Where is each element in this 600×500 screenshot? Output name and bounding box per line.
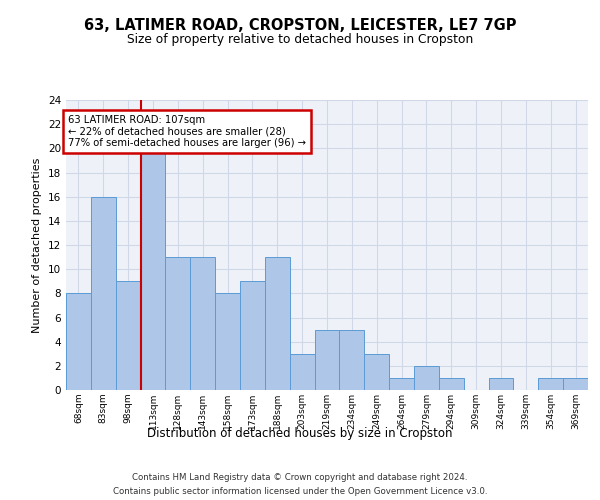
Bar — [166, 257, 190, 390]
Bar — [240, 281, 265, 390]
Text: Contains HM Land Registry data © Crown copyright and database right 2024.: Contains HM Land Registry data © Crown c… — [132, 472, 468, 482]
Bar — [91, 196, 116, 390]
Bar — [215, 294, 240, 390]
Bar — [389, 378, 414, 390]
Bar — [265, 257, 290, 390]
Text: Size of property relative to detached houses in Cropston: Size of property relative to detached ho… — [127, 32, 473, 46]
Bar — [314, 330, 340, 390]
Bar — [290, 354, 314, 390]
Bar — [563, 378, 588, 390]
Text: Distribution of detached houses by size in Cropston: Distribution of detached houses by size … — [147, 428, 453, 440]
Bar — [364, 354, 389, 390]
Bar — [439, 378, 464, 390]
Bar — [538, 378, 563, 390]
Text: 63, LATIMER ROAD, CROPSTON, LEICESTER, LE7 7GP: 63, LATIMER ROAD, CROPSTON, LEICESTER, L… — [84, 18, 516, 32]
Bar — [190, 257, 215, 390]
Bar — [488, 378, 514, 390]
Bar — [414, 366, 439, 390]
Text: Contains public sector information licensed under the Open Government Licence v3: Contains public sector information licen… — [113, 488, 487, 496]
Bar — [66, 294, 91, 390]
Bar — [116, 281, 140, 390]
Bar — [140, 148, 166, 390]
Text: 63 LATIMER ROAD: 107sqm
← 22% of detached houses are smaller (28)
77% of semi-de: 63 LATIMER ROAD: 107sqm ← 22% of detache… — [68, 114, 307, 148]
Y-axis label: Number of detached properties: Number of detached properties — [32, 158, 43, 332]
Bar — [340, 330, 364, 390]
